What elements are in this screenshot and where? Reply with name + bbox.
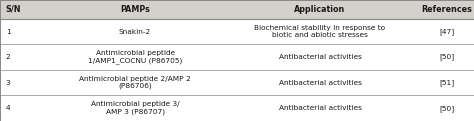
Text: Antimicrobial peptide 2/AMP 2
(P86706): Antimicrobial peptide 2/AMP 2 (P86706) — [79, 76, 191, 89]
Text: Antimicrobial peptide 3/
AMP 3 (P86707): Antimicrobial peptide 3/ AMP 3 (P86707) — [91, 102, 179, 115]
Bar — [0, 0, 474, 19]
Text: 1: 1 — [6, 29, 10, 34]
Text: [50]: [50] — [439, 54, 454, 60]
Text: PAMPs: PAMPs — [120, 5, 150, 14]
Text: Application: Application — [294, 5, 346, 14]
Text: [47]: [47] — [439, 28, 454, 35]
Text: Antibacterial activities: Antibacterial activities — [279, 105, 361, 111]
Text: Snakin-2: Snakin-2 — [119, 29, 151, 34]
Text: Biochemical stability in response to
biotic and abiotic stresses: Biochemical stability in response to bio… — [255, 25, 385, 38]
Text: 4: 4 — [6, 105, 10, 111]
Text: Antibacterial activities: Antibacterial activities — [279, 80, 361, 86]
Text: [51]: [51] — [439, 79, 454, 86]
Text: [50]: [50] — [439, 105, 454, 112]
Text: 2: 2 — [6, 54, 10, 60]
Text: 3: 3 — [6, 80, 10, 86]
Text: S/N: S/N — [6, 5, 21, 14]
Text: Antibacterial activities: Antibacterial activities — [279, 54, 361, 60]
Text: References: References — [421, 5, 472, 14]
Text: Antimicrobial peptide
1/AMP1_COCNU (P86705): Antimicrobial peptide 1/AMP1_COCNU (P867… — [88, 50, 182, 64]
